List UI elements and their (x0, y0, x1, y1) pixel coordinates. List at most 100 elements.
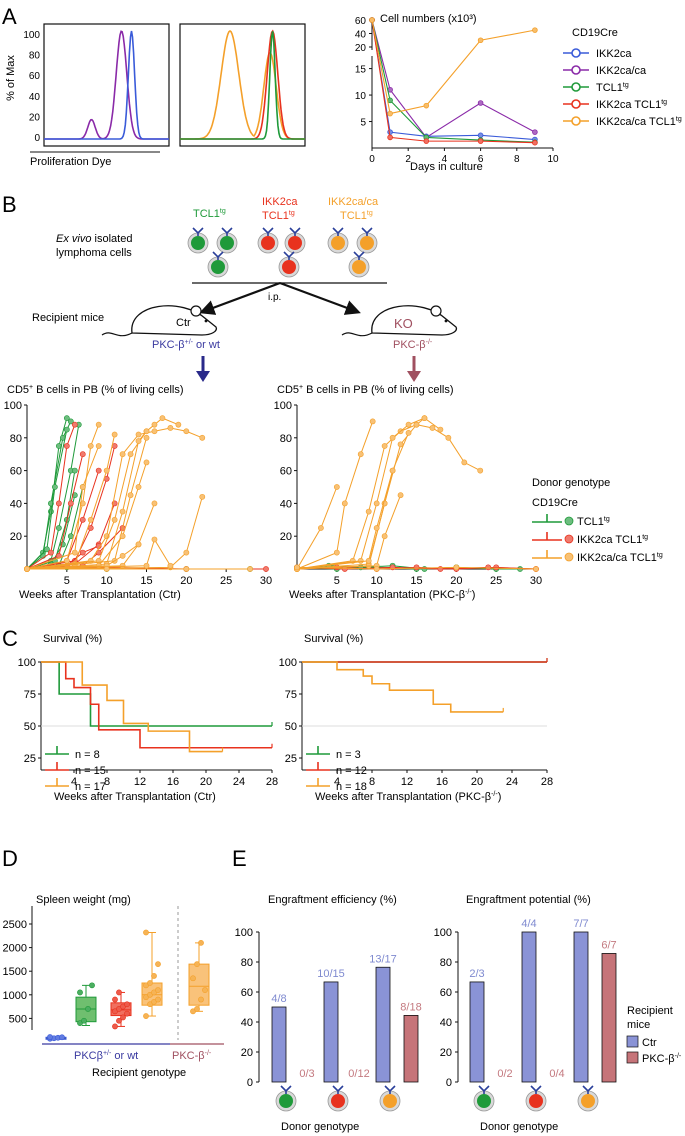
legend-label-sup: tg (623, 82, 629, 89)
engraftment-point (44, 546, 50, 553)
group-ikk2caca-label-2-sup: tg (367, 210, 373, 217)
ikk2ca-tcl1-cell-receptor-icon (283, 251, 295, 260)
y-tick-label: 80 (280, 433, 292, 445)
legend-label: PKC-β-/- (642, 1053, 682, 1065)
plot-title: CD5+ B cells in PB (% of living cells) (277, 384, 454, 396)
bar (601, 953, 617, 1083)
engraftment-line (26, 429, 68, 570)
plot-title: CD5+ B cells in PB (% of living cells) (7, 384, 184, 396)
y-tick-label: 1500 (3, 966, 27, 978)
legend-line (532, 550, 562, 559)
ikk2caca-tcl1-cell-receptor-icon (332, 227, 344, 236)
survival-title: Survival (%) (304, 633, 363, 645)
engraftment-line (296, 417, 441, 570)
box-point (116, 1017, 122, 1024)
bar-label: 6/7 (601, 939, 616, 951)
histogram-trace (44, 30, 169, 140)
survival-legend-label: n = 12 (336, 765, 367, 777)
ko-mouse-label: KO (394, 316, 413, 331)
cell-number-point (387, 110, 393, 117)
engraftment-point (87, 516, 94, 523)
histogram-y-tick: 80 (29, 51, 41, 62)
bar (469, 981, 485, 1083)
x-tick-label: 24 (506, 776, 518, 788)
x-axis-label: Weeks after Transplantation (Ctr) (54, 791, 216, 803)
cell-number-point (423, 102, 430, 109)
engraftment-line (26, 445, 100, 570)
engraftment-point (119, 552, 126, 559)
survival-legend-line (45, 762, 69, 771)
x-axis-label: Weeks after Transplantation (PKC-β-/-) (289, 589, 475, 601)
engraftment-line (26, 454, 84, 570)
engraftment-point (79, 549, 86, 556)
box-point (155, 961, 161, 968)
engraftment-point (389, 467, 396, 474)
ctr-genotype-a: PKC-β (152, 339, 185, 351)
panel-e-legend-title-1: Recipient (627, 1005, 673, 1017)
engraftment-point (143, 428, 150, 435)
donor-cell-receptor-icon (582, 1085, 594, 1094)
histogram-trace (44, 30, 169, 140)
box-point (151, 973, 157, 979)
engraftment-point (111, 516, 118, 523)
legend-label: Ctr (642, 1037, 657, 1049)
y-tick-label: 15 (355, 65, 367, 76)
box-point (124, 1010, 130, 1017)
ctr-mouse-body (131, 305, 218, 336)
engraftment-point (413, 421, 420, 428)
bar-label: 13/17 (369, 953, 397, 965)
box-point (198, 939, 204, 946)
plot-title-c: B cells in PB (% of living cells) (303, 384, 453, 396)
ikk2caca-tcl1-cell-nucleus (331, 236, 345, 250)
engraftment-point (317, 525, 324, 531)
panel-b-legend-title: Donor genotype (532, 477, 610, 489)
engraftment-point (67, 418, 74, 425)
panel-label-a: A (2, 4, 17, 29)
group-ikk2ca-label-2: TCL1tg (262, 210, 295, 222)
cell-number-line (371, 19, 536, 115)
y-tick-label: 500 (9, 1013, 27, 1025)
cell-number-point (477, 100, 484, 106)
engraftment-point (263, 566, 269, 572)
tcl1-cell-nucleus (211, 260, 225, 274)
y-tick-label: 100 (434, 927, 452, 939)
x-tick-label: 25 (490, 575, 502, 587)
survival-curve-ko: Survival (%) 25 50 75 100 4 8 12 16 20 24 28 Weeks a… (279, 633, 553, 803)
engraftment-point (247, 566, 253, 572)
engraftment-point (333, 484, 340, 490)
engraftment-point (111, 431, 118, 438)
engraftment-point (63, 557, 70, 564)
y-tick-label: 0 (247, 1077, 253, 1089)
y-tick-label: 40 (280, 498, 292, 510)
engraftment-line (26, 538, 171, 570)
box-point (202, 987, 208, 993)
survival-legend-label: n = 3 (336, 749, 361, 761)
y-tick-label: 20 (10, 531, 22, 543)
legend-label-sup: tg (642, 534, 648, 541)
engraftment-point (294, 564, 300, 571)
y-tick-label: 60 (10, 466, 22, 478)
legend-swatch (626, 1051, 639, 1064)
engraftment-point (79, 500, 86, 507)
engraftment-point (119, 533, 126, 540)
cell-number-point (369, 17, 375, 23)
engraftment-line (296, 486, 338, 570)
box-point (59, 1034, 65, 1041)
x-tick-label: 30 (530, 575, 542, 587)
engraftment-line (296, 470, 394, 570)
y-tick-label: 60 (440, 987, 452, 999)
ko-genotype-sup: -/- (426, 339, 433, 346)
x-tick-label: 10 (547, 154, 559, 165)
tcl1-cell-receptor-icon (212, 251, 224, 260)
bar (573, 931, 589, 1083)
panel-e-legend: Ctr PKC-β-/- (626, 1035, 682, 1065)
y-tick-label: 50 (285, 721, 297, 733)
x-axis-label-c: ) (472, 589, 476, 601)
legend-label: TCL1tg (577, 516, 610, 528)
legend-marker (564, 534, 574, 544)
x-tick-label: 5 (334, 575, 340, 587)
y-tick-label: 60 (280, 466, 292, 478)
bar (375, 966, 391, 1083)
engraftment-point (199, 493, 206, 500)
